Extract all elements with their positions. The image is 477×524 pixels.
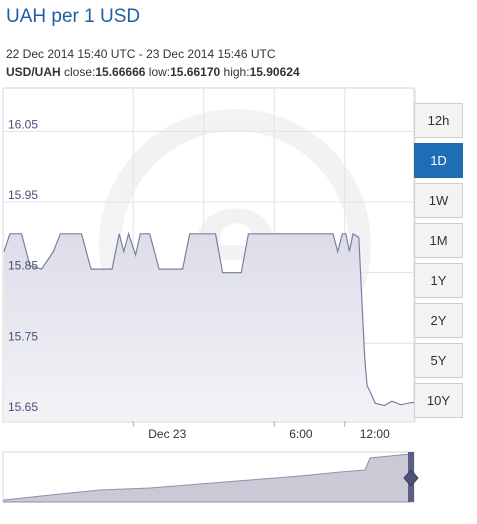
x-tick-label: 6:00 (289, 427, 313, 441)
high-label: high: (223, 65, 250, 79)
x-axis: Dec 23 6:00 12:00 (132, 421, 390, 441)
range-button-1w[interactable]: 1W (414, 183, 463, 218)
range-button-1d[interactable]: 1D (414, 143, 463, 178)
y-tick-label: 15.95 (8, 188, 38, 202)
y-tick-label: 15.85 (8, 259, 38, 273)
chart-title: UAH per 1 USD (6, 6, 141, 27)
x-tick-label: 12:00 (360, 427, 390, 441)
range-button-1m[interactable]: 1M (414, 223, 463, 258)
currency-pair: USD/UAH (6, 65, 61, 79)
high-value: 15.90624 (249, 65, 300, 79)
date-range: 22 Dec 2014 15:40 UTC - 23 Dec 2014 15:4… (6, 47, 276, 61)
range-button-10y[interactable]: 10Y (414, 383, 463, 418)
low-value: 15.66170 (170, 65, 221, 79)
range-button-2y[interactable]: 2Y (414, 303, 463, 338)
low-label: low: (148, 65, 171, 79)
range-button-12h[interactable]: 12h (414, 103, 463, 138)
y-tick-label: 15.75 (8, 329, 38, 343)
series-area (3, 231, 423, 421)
rate-stats: USD/UAH close:15.66666 low:15.66170 high… (6, 65, 300, 79)
y-tick-label: 15.65 (8, 400, 38, 414)
range-button-1y[interactable]: 1Y (414, 263, 463, 298)
series-line (3, 231, 423, 407)
x-tick-label: Dec 23 (148, 427, 186, 441)
range-button-5y[interactable]: 5Y (414, 343, 463, 378)
series-fill (4, 233, 423, 421)
close-value: 15.66666 (95, 65, 146, 79)
y-tick-label: 16.05 (8, 117, 38, 131)
close-label: close: (64, 65, 96, 79)
y-axis: 16.05 15.95 15.85 15.75 15.65 (8, 117, 38, 414)
navigator-handle[interactable] (403, 469, 419, 487)
